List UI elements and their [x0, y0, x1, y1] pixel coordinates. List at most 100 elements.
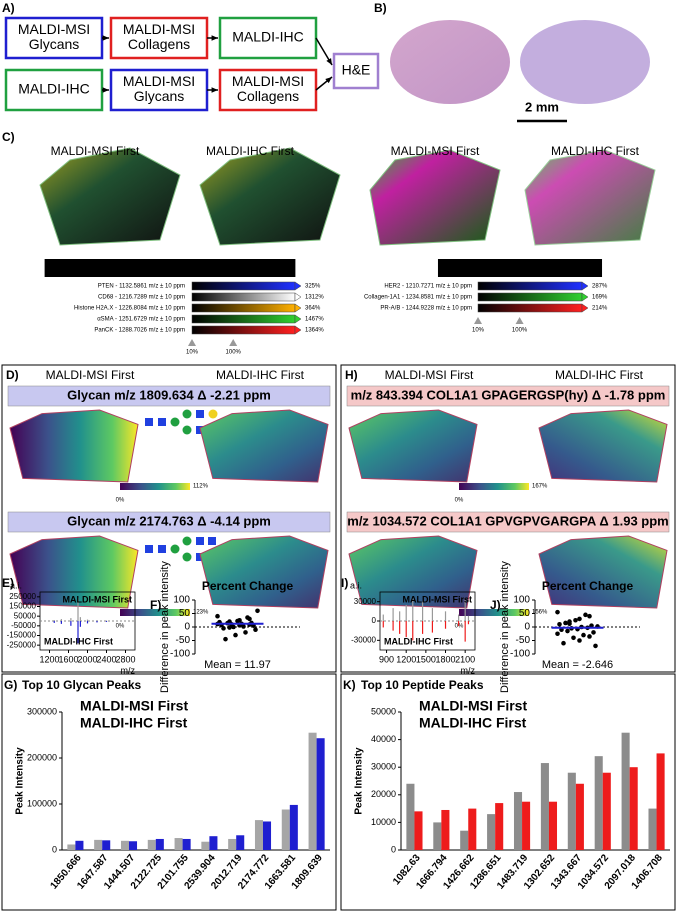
- annotation: Mean = -2.646: [542, 659, 613, 671]
- flow-box: [109, 68, 209, 112]
- scale-name: αSMA - 1251.6729 m/z ± 10 ppm: [97, 317, 185, 323]
- scale-arrow: [581, 303, 589, 313]
- data-point: [241, 624, 246, 629]
- scale-max: 1467%: [305, 317, 324, 323]
- scale-arrow: [294, 325, 302, 335]
- x-tick-label: 1800: [436, 654, 456, 664]
- bar: [174, 838, 183, 850]
- scale-max: 364%: [305, 306, 321, 312]
- annotation: Mean = 11.97: [204, 659, 271, 671]
- scale-max: 287%: [592, 284, 608, 290]
- x-tick-label: 2800: [115, 654, 135, 664]
- banner: [346, 511, 670, 533]
- scale-tick: 10%: [186, 350, 199, 356]
- y-tick-label: 30000: [371, 762, 396, 772]
- legend-entry: αSMA: [212, 260, 246, 274]
- chart-title: Percent Change: [202, 579, 294, 593]
- flow-box: [218, 68, 318, 112]
- scale-max: 1364%: [305, 328, 324, 334]
- banner-text: Glycan m/z 2174.763 Δ -4.14 ppm: [67, 513, 271, 528]
- legend-entry: PR-A/B: [557, 260, 599, 274]
- bar: [67, 844, 76, 850]
- color-scale: [191, 281, 296, 291]
- scale-max: 169%: [592, 295, 608, 301]
- legend-bg: [437, 259, 603, 277]
- banner: [7, 511, 331, 533]
- x-tick-label: 2000: [77, 654, 97, 664]
- tissue-image: [524, 149, 656, 246]
- legend-entry: MALDI-IHC First: [384, 636, 453, 646]
- banner-text: m/z 1034.572 COL1A1 GPVGPVGARGPA Δ 1.93 …: [347, 513, 668, 528]
- y-axis-label: a.i.: [350, 580, 362, 590]
- color-scale: [477, 303, 583, 313]
- legend-entry: MALDI-MSI First: [403, 594, 473, 604]
- data-point: [591, 630, 596, 635]
- image-title: MALDI-IHC First: [551, 144, 640, 158]
- legend-entry: MALDI-MSI First: [419, 698, 527, 714]
- legend-entry: Her2: [442, 260, 469, 274]
- y-axis-label: Peak Intensity: [15, 747, 26, 815]
- scale-arrow: [581, 281, 589, 291]
- tissue-image: [348, 535, 478, 609]
- image-title: MALDI-MSI First: [391, 144, 480, 158]
- data-point: [563, 620, 568, 626]
- tissue-image: [9, 409, 139, 483]
- scale-marker: [515, 317, 524, 324]
- he-image: [390, 20, 510, 104]
- colorbar-min: 0%: [116, 624, 125, 630]
- color-scale: [477, 292, 583, 302]
- y-axis-label: a.i.: [10, 580, 22, 590]
- bar: [460, 830, 469, 850]
- bar: [495, 803, 504, 850]
- x-tick-label: 900: [379, 654, 394, 664]
- y-tick-label: 50000: [371, 706, 396, 716]
- tissue-image: [39, 147, 181, 246]
- y-tick-label: 40000: [371, 734, 396, 744]
- tissue-image: [199, 147, 341, 246]
- flow-box-text: MALDI-MSI: [123, 21, 195, 37]
- panel-frame: [340, 673, 676, 911]
- data-point: [577, 616, 582, 622]
- colorbar-min: 0%: [455, 624, 464, 630]
- bar: [75, 840, 84, 850]
- legend-entry: MALDI-MSI First: [63, 594, 133, 604]
- y-tick-label: -250000: [7, 640, 37, 649]
- bar: [513, 792, 523, 850]
- y-tick-label: 0: [524, 622, 530, 633]
- x-tick-label: 1500: [416, 654, 436, 664]
- scale-tick: 100%: [512, 328, 528, 334]
- legend-entry: PanCK: [252, 260, 292, 274]
- x-tick-label: 1200: [39, 654, 59, 664]
- y-tick-label: 300000: [27, 706, 57, 716]
- flow-box: [4, 68, 104, 112]
- scale-name: Collagen-1A1 - 1234.8581 m/z ± 10 ppm: [364, 295, 472, 301]
- image-title: MALDI-IHC First: [216, 368, 305, 382]
- bar: [236, 835, 245, 850]
- y-tick-label: 50000: [14, 611, 37, 620]
- banner-text: Glycan m/z 1809.634 Δ -2.21 ppm: [67, 387, 271, 402]
- colorbar: [459, 609, 529, 616]
- flow-box-text: H&E: [342, 62, 371, 78]
- bar: [567, 772, 576, 850]
- scale-marker: [188, 339, 196, 346]
- banner-text: m/z 843.394 COL1A1 GPAGERGSP(hy) Δ -1.78…: [351, 387, 666, 402]
- bar: [182, 838, 191, 850]
- color-scale: [191, 325, 296, 335]
- arrow-head: [102, 35, 109, 41]
- y-tick-label: 100: [173, 595, 190, 606]
- data-point: [557, 622, 562, 627]
- y-tick-label: 50: [519, 608, 531, 619]
- bar: [94, 839, 103, 850]
- colorbar-min: 0%: [116, 498, 125, 504]
- data-point: [561, 640, 566, 646]
- x-tick-label: 1200: [396, 654, 416, 664]
- data-point: [215, 613, 220, 619]
- flow-box-text: MALDI-IHC: [232, 29, 304, 45]
- flow-box: [109, 16, 209, 60]
- chart-title: Percent Change: [542, 579, 634, 593]
- tissue-image: [369, 149, 501, 246]
- y-axis-label: Difference in peak intensity: [499, 561, 511, 693]
- flow-box-text: MALDI-MSI: [18, 21, 90, 37]
- chart-title: Top 10 Peptide Peaks: [361, 678, 484, 692]
- bar: [414, 811, 423, 850]
